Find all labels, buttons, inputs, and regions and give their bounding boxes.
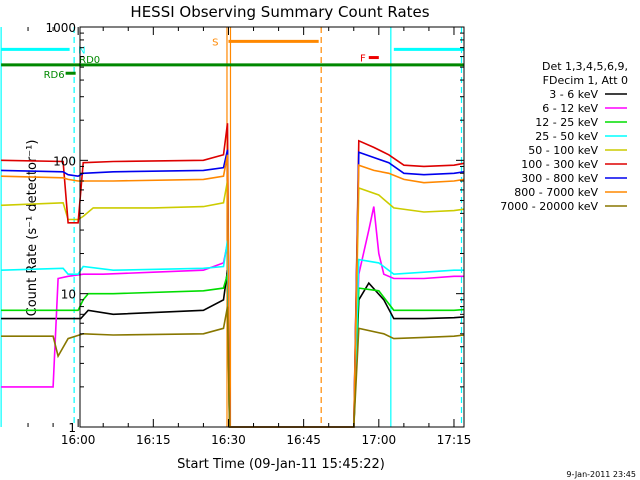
legend-label-25-50-kev: 25 - 50 keV <box>535 130 598 143</box>
state-bar-label-s: S <box>212 37 218 48</box>
x-tick-label-16-15: 16:15 <box>136 433 171 447</box>
chart-title: HESSI Observing Summary Count Rates <box>130 3 429 21</box>
series-line-800-7000-kev <box>1 154 465 428</box>
legend-label-50-100-kev: 50 - 100 keV <box>528 144 598 157</box>
series-line-50-100-kev <box>1 180 465 428</box>
series-line-25-50-kev <box>1 240 464 428</box>
x-tick-label-17-00: 17:00 <box>362 433 397 447</box>
legend-label-100-300-kev: 100 - 300 keV <box>521 158 598 171</box>
legend-label-800-7000-kev: 800 - 7000 keV <box>514 186 598 199</box>
legend-label-12-25-kev: 12 - 25 keV <box>535 116 598 129</box>
legend-header-line-1: Det 1,3,4,5,6,9, <box>542 60 628 73</box>
footer-date: 9-Jan-2011 23:45 <box>566 470 636 479</box>
legend-label-300-800-kev: 300 - 800 keV <box>521 172 598 185</box>
legend-label-7000-20000-kev: 7000 - 20000 keV <box>500 200 598 213</box>
x-tick-label-16-45: 16:45 <box>286 433 321 447</box>
y-tick-label-100: 100 <box>53 154 76 168</box>
y-axis-label: Count Rate (s⁻¹ detector⁻¹) <box>25 140 40 317</box>
legend-label-6-12-kev: 6 - 12 keV <box>542 102 598 115</box>
state-bar-label-f: F <box>360 54 366 65</box>
series-line-7000-20000-kev <box>1 306 465 428</box>
series-line-6-12-kev <box>1 206 464 428</box>
y-tick-label-1000: 1000 <box>45 21 76 35</box>
x-axis-label: Start Time (09-Jan-11 15:45:22) <box>177 457 385 472</box>
plot-frame <box>79 26 465 428</box>
state-bar-label-n: N <box>78 45 85 56</box>
legend-header-line-2: FDecim 1, Att 0 <box>543 74 628 87</box>
x-tick-label-16-00: 16:00 <box>61 433 96 447</box>
state-bar-label-rd0: RD0 <box>79 55 100 66</box>
series-line-100-300-kev <box>1 123 465 428</box>
legend-label-3-6-kev: 3 - 6 keV <box>549 88 598 101</box>
x-tick-label-17-15: 17:15 <box>437 433 472 447</box>
state-bar-label-rd6: RD6 <box>44 70 65 81</box>
y-tick-label-1: 1 <box>68 421 76 435</box>
x-tick-label-16-30: 16:30 <box>211 433 246 447</box>
y-tick-label-10: 10 <box>61 288 76 302</box>
legend: Det 1,3,4,5,6,9, FDecim 1, Att 0 3 - 6 k… <box>500 60 628 213</box>
